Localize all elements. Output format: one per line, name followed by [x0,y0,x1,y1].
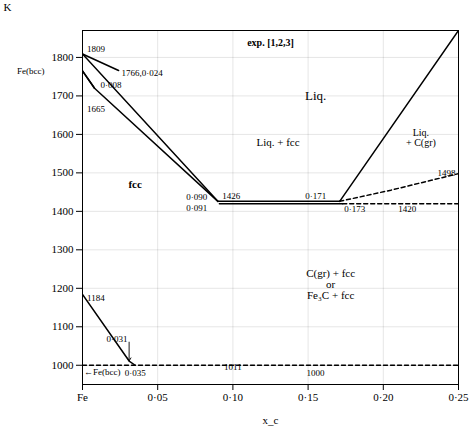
svg-text:1800: 1800 [52,51,75,63]
svg-text:1766,0·024: 1766,0·024 [122,68,164,78]
svg-text:1420: 1420 [398,204,417,214]
svg-text:1100: 1100 [52,320,74,332]
svg-text:1809: 1809 [87,44,106,54]
svg-text:Liq.+ C(gr): Liq.+ C(gr) [406,127,436,149]
svg-text:x_c: x_c [263,414,279,426]
svg-text:0·035: 0·035 [125,368,146,378]
svg-text:Fe(bcc): Fe(bcc) [17,66,44,76]
svg-text:1500: 1500 [52,166,75,178]
svg-text:1184: 1184 [87,293,105,303]
svg-text:Fe: Fe [77,391,88,403]
svg-text:1000: 1000 [52,359,75,371]
svg-text:Liq.: Liq. [305,88,326,103]
svg-text:1700: 1700 [52,89,75,101]
svg-text:Liq. + fcc: Liq. + fcc [256,136,299,148]
svg-text:1400: 1400 [52,205,75,217]
svg-text:1200: 1200 [52,282,75,294]
svg-text:1426: 1426 [222,191,241,201]
svg-text:0·15: 0·15 [298,391,319,403]
svg-text:1600: 1600 [52,128,75,140]
svg-text:0·25: 0·25 [448,391,469,403]
svg-text:0·091: 0·091 [186,203,207,213]
svg-text:0·20: 0·20 [373,391,394,403]
svg-text:0·171: 0·171 [305,191,326,201]
svg-text:1011: 1011 [224,362,242,372]
svg-text:fcc: fcc [128,178,142,190]
svg-text:C(gr) + fccorFe₃C + fcc: C(gr) + fccorFe₃C + fcc [306,267,355,301]
svg-text:1665: 1665 [87,104,106,114]
svg-text:0·090: 0·090 [186,192,207,202]
svg-text:1300: 1300 [52,243,75,255]
svg-text:1498: 1498 [437,168,456,178]
svg-text:0·008: 0·008 [101,80,122,90]
svg-text:0·05: 0·05 [148,391,169,403]
svg-text:←Fe(bcc): ←Fe(bcc) [84,367,120,377]
svg-text:K: K [4,1,12,13]
svg-text:0·10: 0·10 [223,391,244,403]
svg-text:0·031: 0·031 [107,334,128,344]
svg-text:exp. [1,2,3]: exp. [1,2,3] [247,37,294,48]
svg-text:1000: 1000 [307,368,326,378]
svg-text:0·173: 0·173 [344,204,365,214]
